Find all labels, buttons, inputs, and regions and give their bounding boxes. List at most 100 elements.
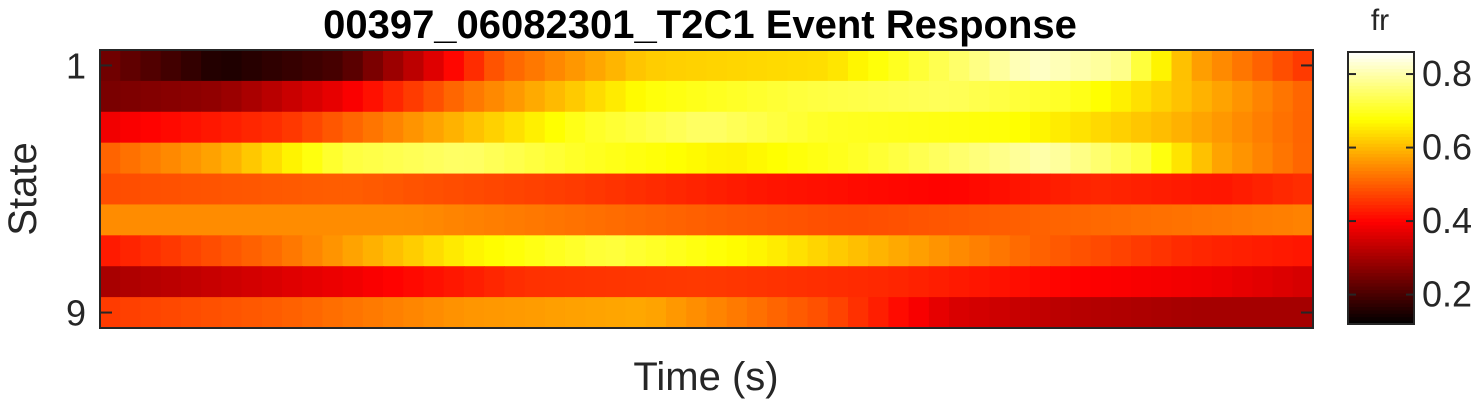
heatmap-cell — [787, 173, 809, 206]
heatmap-cell — [443, 235, 465, 267]
heatmap-cell — [1232, 204, 1253, 236]
heatmap-cell — [423, 50, 445, 82]
colorbar-step — [1348, 120, 1414, 124]
heatmap-cell — [1211, 204, 1233, 236]
heatmap-cell — [686, 111, 708, 144]
colorbar-step — [1348, 198, 1414, 203]
colorbar-step — [1348, 252, 1414, 257]
heatmap-cell — [807, 235, 829, 267]
heatmap-cell — [949, 111, 970, 144]
heatmap-cell — [1090, 173, 1112, 206]
heatmap-cell — [787, 111, 809, 144]
heatmap-cell — [1110, 80, 1132, 113]
heatmap-cell — [949, 80, 970, 113]
plot-frame — [99, 49, 1314, 329]
heatmap-cell — [908, 173, 930, 206]
heatmap-cell — [1272, 266, 1294, 298]
colorbar-step — [1348, 75, 1414, 80]
heatmap-cell — [100, 173, 121, 206]
colorbar-step — [1348, 86, 1414, 90]
heatmap-cell — [746, 204, 768, 236]
heatmap-cell — [221, 142, 243, 175]
heatmap-cell — [1070, 173, 1092, 206]
heatmap-cell — [201, 266, 222, 298]
heatmap-cell — [989, 50, 1011, 82]
heatmap-cell — [281, 297, 303, 329]
heatmap-cell — [928, 204, 950, 236]
heatmap-cell — [1151, 50, 1173, 82]
heatmap-cell — [342, 204, 364, 236]
heatmap-cell — [120, 142, 142, 175]
heatmap-cell — [1171, 111, 1193, 144]
heatmap-cell — [989, 111, 1011, 144]
heatmap-cell — [120, 235, 142, 267]
heatmap-cell — [908, 235, 930, 267]
heatmap-cell — [625, 266, 647, 298]
heatmap-cell — [666, 266, 687, 298]
heatmap-cell — [645, 204, 667, 236]
heatmap-cell — [342, 142, 364, 175]
heatmap-cell — [302, 173, 323, 206]
heatmap-cell — [1252, 235, 1274, 267]
heatmap-cell — [949, 235, 970, 267]
colorbar-step — [1348, 164, 1414, 169]
y-axis-label: State — [1, 142, 45, 235]
heatmap-cell — [726, 142, 748, 175]
heatmap-cell — [1272, 111, 1294, 144]
heatmap-cell — [180, 297, 202, 329]
heatmap-cell — [888, 297, 910, 329]
heatmap-cell — [524, 297, 546, 329]
heatmap-cell — [908, 297, 930, 329]
heatmap-cell — [342, 173, 364, 206]
x-axis-label: Time (s) — [633, 355, 778, 399]
heatmap-cell — [888, 111, 910, 144]
heatmap-cell — [1009, 173, 1031, 206]
heatmap-cell — [605, 235, 627, 267]
colorbar-step — [1348, 113, 1414, 118]
colorbar-step — [1348, 194, 1414, 199]
heatmap-cell — [625, 111, 647, 144]
colorbar-step — [1348, 205, 1414, 209]
heatmap-cell — [807, 111, 829, 144]
heatmap-cell — [1191, 297, 1213, 329]
heatmap-cell — [1090, 235, 1112, 267]
heatmap-cell — [383, 204, 404, 236]
heatmap-cell — [1252, 204, 1274, 236]
heatmap-cell — [868, 173, 890, 206]
colorbar-step — [1348, 320, 1414, 325]
heatmap-cell — [706, 266, 728, 298]
heatmap-cell — [1050, 235, 1071, 267]
heatmap-cell — [1151, 297, 1173, 329]
colorbar-step — [1348, 181, 1414, 186]
heatmap-cell — [1232, 266, 1253, 298]
colorbar-step — [1348, 96, 1414, 101]
heatmap-cell — [928, 235, 950, 267]
heatmap-cell — [726, 111, 748, 144]
heatmap-cell — [1171, 204, 1193, 236]
heatmap-cell — [443, 266, 465, 298]
heatmap-cell — [706, 173, 728, 206]
heatmap-cell — [484, 111, 505, 144]
colorbar-step — [1348, 89, 1414, 94]
heatmap-cell — [1009, 297, 1031, 329]
heatmap-cell — [180, 142, 202, 175]
heatmap-cell — [1191, 80, 1213, 113]
heatmap-cell — [666, 297, 687, 329]
heatmap-cell — [1211, 266, 1233, 298]
heatmap-cell — [1232, 173, 1253, 206]
colorbar-tick-label: 0.8 — [1422, 53, 1472, 94]
heatmap-cell — [423, 80, 445, 113]
heatmap-cell — [1090, 142, 1112, 175]
heatmap-cell — [362, 173, 384, 206]
heatmap-cell — [1009, 142, 1031, 175]
heatmap-cell — [1090, 204, 1112, 236]
heatmap-cell — [726, 50, 748, 82]
heatmap-cell — [180, 173, 202, 206]
heatmap-cell — [221, 204, 243, 236]
heatmap-cell — [160, 204, 182, 236]
colorbar-step — [1348, 160, 1414, 165]
heatmap-cell — [787, 80, 809, 113]
heatmap-cell — [746, 142, 768, 175]
heatmap-cell — [1191, 266, 1213, 298]
heatmap-cell — [140, 297, 162, 329]
